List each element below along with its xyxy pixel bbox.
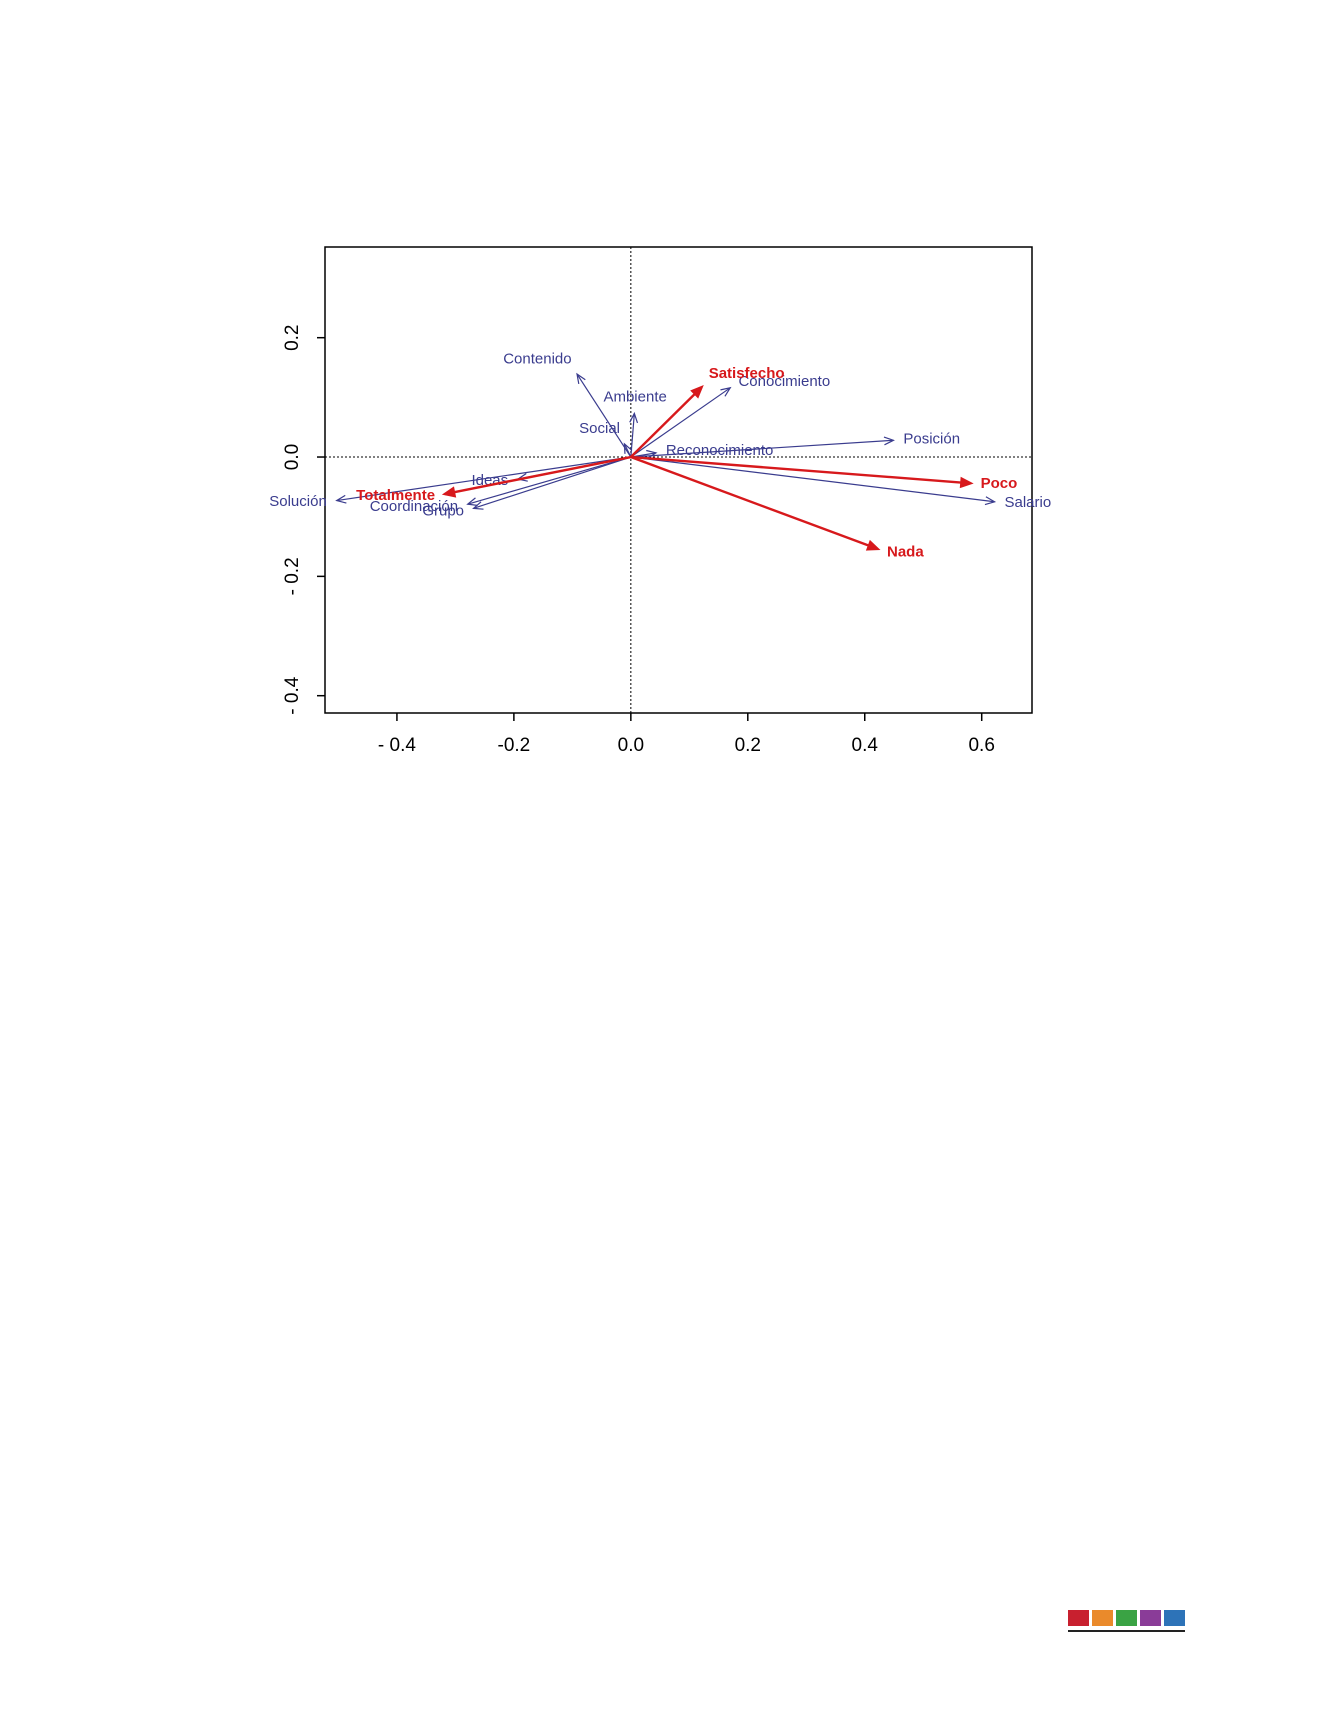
vector bbox=[629, 386, 703, 458]
vector-label: Coordinación bbox=[370, 498, 458, 515]
arrowhead bbox=[720, 386, 732, 397]
vector bbox=[630, 455, 879, 551]
vector bbox=[630, 456, 995, 503]
vector-label: Conocimiento bbox=[738, 373, 830, 390]
vector-label: Satisfecho bbox=[709, 365, 785, 382]
arrowhead bbox=[984, 496, 997, 506]
arrowhead bbox=[690, 385, 704, 399]
arrowhead bbox=[623, 442, 633, 454]
vector-label: Solución bbox=[269, 493, 327, 510]
vector bbox=[630, 439, 894, 458]
y-tick-label: 0.2 bbox=[282, 324, 303, 350]
vector bbox=[336, 456, 631, 502]
vector-label: Salario bbox=[1004, 494, 1051, 511]
vector bbox=[473, 456, 632, 509]
x-tick-label: -0.2 bbox=[498, 735, 531, 756]
vector bbox=[630, 455, 971, 485]
logo-square bbox=[1068, 1610, 1089, 1626]
vector bbox=[630, 387, 731, 458]
logo-square bbox=[1092, 1610, 1113, 1626]
y-tick-label: 0.0 bbox=[282, 444, 303, 470]
vector-label: Poco bbox=[981, 475, 1018, 492]
logo-square bbox=[1140, 1610, 1161, 1626]
arrowhead bbox=[335, 494, 347, 504]
y-tick-label: - 0.4 bbox=[282, 676, 303, 714]
vector-label: Posición bbox=[903, 431, 960, 448]
arrowhead bbox=[441, 486, 457, 498]
arrowhead bbox=[883, 436, 895, 446]
vector bbox=[467, 456, 632, 505]
arrowhead bbox=[472, 501, 484, 510]
vector-label: Grupo bbox=[422, 502, 464, 519]
arrowhead bbox=[646, 449, 658, 459]
vector-label: Nada bbox=[887, 543, 924, 560]
plot-frame bbox=[324, 246, 1033, 714]
arrowhead bbox=[865, 539, 881, 551]
vector-label: Social bbox=[579, 420, 620, 437]
x-tick-label: 0.0 bbox=[618, 735, 644, 756]
vector-label: Reconocimiento bbox=[666, 442, 774, 459]
arrowhead bbox=[629, 411, 639, 424]
y-tick-label: - 0.2 bbox=[282, 557, 303, 595]
vector bbox=[444, 455, 632, 496]
logo-square bbox=[1164, 1610, 1185, 1626]
x-tick-label: 0.2 bbox=[735, 735, 761, 756]
x-tick-label: 0.4 bbox=[852, 735, 879, 756]
vector-label: Ambiente bbox=[603, 388, 666, 405]
x-tick-label: 0.6 bbox=[968, 735, 994, 756]
arrowhead bbox=[959, 476, 974, 489]
x-tick-label: - 0.4 bbox=[378, 735, 416, 756]
arrowhead bbox=[576, 372, 586, 385]
vector-label: Contenido bbox=[503, 351, 571, 368]
vector bbox=[623, 443, 632, 458]
vector bbox=[576, 373, 632, 458]
arrowhead bbox=[466, 497, 478, 506]
footer-logo bbox=[1068, 1610, 1185, 1632]
vector-label: Totalmente bbox=[356, 487, 435, 504]
logo-square bbox=[1116, 1610, 1137, 1626]
